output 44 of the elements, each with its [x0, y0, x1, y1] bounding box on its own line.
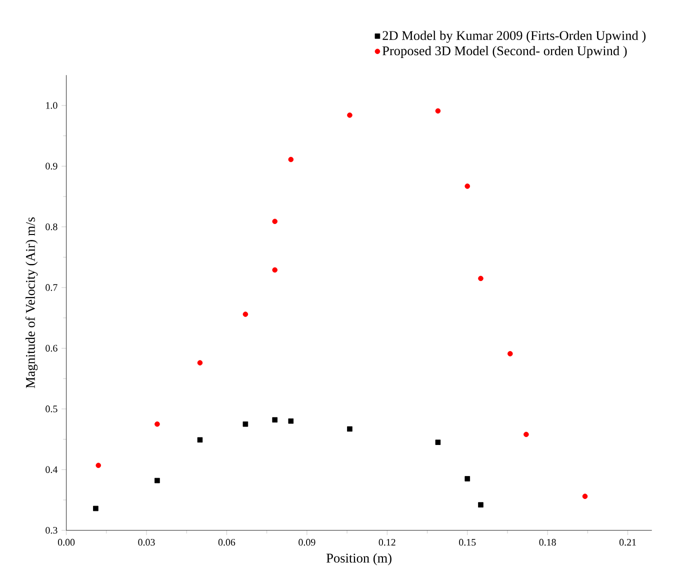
x-tick-label: 0.00 [58, 539, 75, 546]
y-tick-label: 0.9 [46, 163, 58, 170]
point [435, 440, 441, 446]
legend-label: Proposed 3D Model (Second- orden Upwind ) [382, 46, 627, 58]
point [154, 422, 160, 427]
y-tick-label: 0.7 [46, 284, 58, 292]
x-tick-label: 0.18 [539, 539, 556, 546]
y-tick-label: 0.3 [46, 527, 58, 534]
x-tick-label: 0.09 [298, 539, 316, 546]
point [464, 184, 470, 190]
y-tick-label: 0.6 [46, 345, 58, 352]
point [478, 276, 484, 282]
point [272, 218, 278, 224]
point [347, 112, 352, 118]
y-tick-label: 0.4 [46, 466, 58, 474]
point [242, 312, 248, 318]
point [478, 502, 484, 508]
x-tick-label: 0.15 [459, 539, 476, 546]
point [242, 422, 248, 427]
point [197, 360, 203, 366]
y-tick-label: 0.5 [46, 406, 58, 413]
y-axis-title: Magnitude of Velocity (Air) m/s [25, 218, 38, 388]
point [464, 476, 470, 482]
point [347, 426, 352, 432]
point [272, 268, 278, 273]
y-tick-label: 1.0 [46, 102, 58, 110]
x-tick-label: 0.21 [619, 539, 636, 546]
point [197, 437, 203, 443]
point [272, 417, 278, 423]
x-tick-label: 0.12 [378, 539, 396, 546]
point [524, 432, 529, 438]
point [154, 478, 160, 484]
x-axis-title: Position (m) [326, 553, 392, 566]
point [582, 494, 588, 500]
x-tick-label: 0.03 [138, 539, 155, 546]
y-tick-label: 0.8 [46, 224, 58, 230]
point [435, 108, 441, 114]
point [288, 418, 294, 424]
point [96, 462, 102, 468]
point [288, 157, 294, 162]
legend-label: 2D Model by Kumar 2009 (Firts-Orden Upwind ) [382, 30, 646, 43]
point [508, 351, 513, 357]
point [93, 506, 98, 512]
x-tick-label: 0.06 [218, 539, 236, 546]
